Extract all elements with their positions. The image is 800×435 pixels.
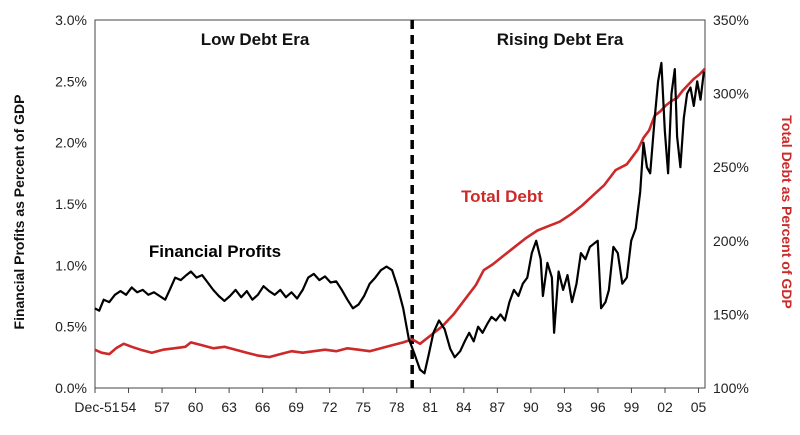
x-tick-label: 99 [624,399,640,415]
right-y-tick-label: 150% [713,306,749,322]
x-tick-label: Dec-51 [74,399,119,415]
x-tick-label: 96 [590,399,606,415]
left-y-tick-label: 1.0% [55,257,87,273]
left-y-tick-label: 2.5% [55,73,87,89]
left-y-tick-label: 0.5% [55,319,87,335]
x-tick-label: 75 [355,399,371,415]
plot-frame [94,19,706,389]
financial-profits-annotation: Financial Profits [149,242,281,261]
right-y-tick-label: 300% [713,86,749,102]
rising-debt-era-label: Rising Debt Era [497,30,624,49]
right-y-axis-title: Total Debt as Percent of GDP [779,115,795,308]
total-debt-annotation: Total Debt [461,187,543,206]
low-debt-era-label: Low Debt Era [201,30,310,49]
x-tick-label: 54 [121,399,137,415]
x-tick-label: 69 [288,399,304,415]
left-y-axis-title: Financial Profits as Percent of GDP [11,95,27,330]
x-tick-label: 66 [255,399,271,415]
right-y-tick-label: 250% [713,159,749,175]
left-y-tick-label: 2.0% [55,135,87,151]
right-y-axis-ticks: 100% 150% 200% 250% 300% 350% [713,12,749,396]
x-tick-label: 84 [456,399,472,415]
x-tick-label: 81 [422,399,438,415]
x-tick-label: 57 [154,399,170,415]
x-tick-label: 87 [490,399,506,415]
x-axis-ticks: Dec-51 54 57 60 63 66 69 72 75 78 81 84 87 90 93 96 99 02… [74,388,707,415]
left-y-tick-label: 0.0% [55,380,87,396]
right-y-tick-label: 100% [713,380,749,396]
total-debt-series-line [94,67,706,359]
x-tick-label: 60 [188,399,204,415]
left-y-tick-label: 3.0% [55,12,87,28]
left-y-tick-label: 1.5% [55,196,87,212]
x-tick-label: 72 [322,399,338,415]
x-tick-label: 63 [221,399,237,415]
x-tick-label: 78 [389,399,405,415]
x-tick-label: 90 [523,399,539,415]
right-y-tick-label: 200% [713,233,749,249]
x-tick-label: 05 [691,399,707,415]
right-y-tick-label: 350% [713,12,749,28]
x-tick-label: 93 [557,399,573,415]
financial-profits-series-line [94,61,705,375]
x-tick-label: 02 [657,399,673,415]
left-y-axis-ticks: 0.0% 0.5% 1.0% 1.5% 2.0% 2.5% 3.0% [55,12,87,396]
